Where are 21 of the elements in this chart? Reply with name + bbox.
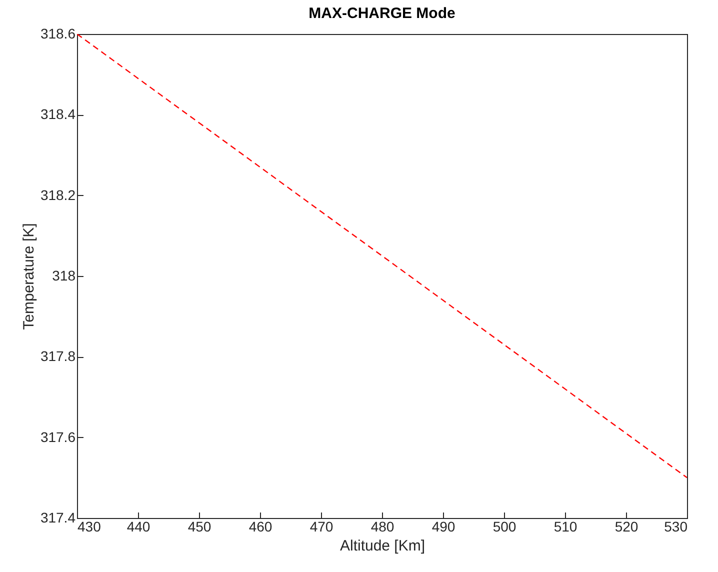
x-tick-label: 510 xyxy=(554,518,578,534)
x-tick-label: 490 xyxy=(432,518,456,534)
x-tick-label: 520 xyxy=(614,518,638,534)
x-tick-label: 440 xyxy=(126,518,150,534)
y-tick-label: 317.4 xyxy=(40,510,76,526)
y-tick-label: 318.2 xyxy=(40,186,76,203)
x-axis-title: Altitude [Km] xyxy=(340,538,426,554)
x-tick-label: 480 xyxy=(370,518,394,534)
x-tick-label: 470 xyxy=(310,518,334,534)
chart-title: MAX-CHARGE Mode xyxy=(308,5,456,22)
y-tick-label: 317.6 xyxy=(40,428,76,445)
x-tick-label: 460 xyxy=(248,518,272,534)
y-axis-title: Temperature [K] xyxy=(20,223,38,330)
y-tick-label: 318.4 xyxy=(40,106,76,122)
y-tick-label: 317.8 xyxy=(40,348,76,364)
x-tick-label: 430 xyxy=(78,518,102,534)
y-tick-label: 318 xyxy=(52,268,76,284)
x-tick-label: 530 xyxy=(664,518,688,534)
y-tick-label: 318.6 xyxy=(40,26,76,42)
x-tick-label: 500 xyxy=(492,518,516,534)
x-tick-label: 450 xyxy=(188,518,212,534)
